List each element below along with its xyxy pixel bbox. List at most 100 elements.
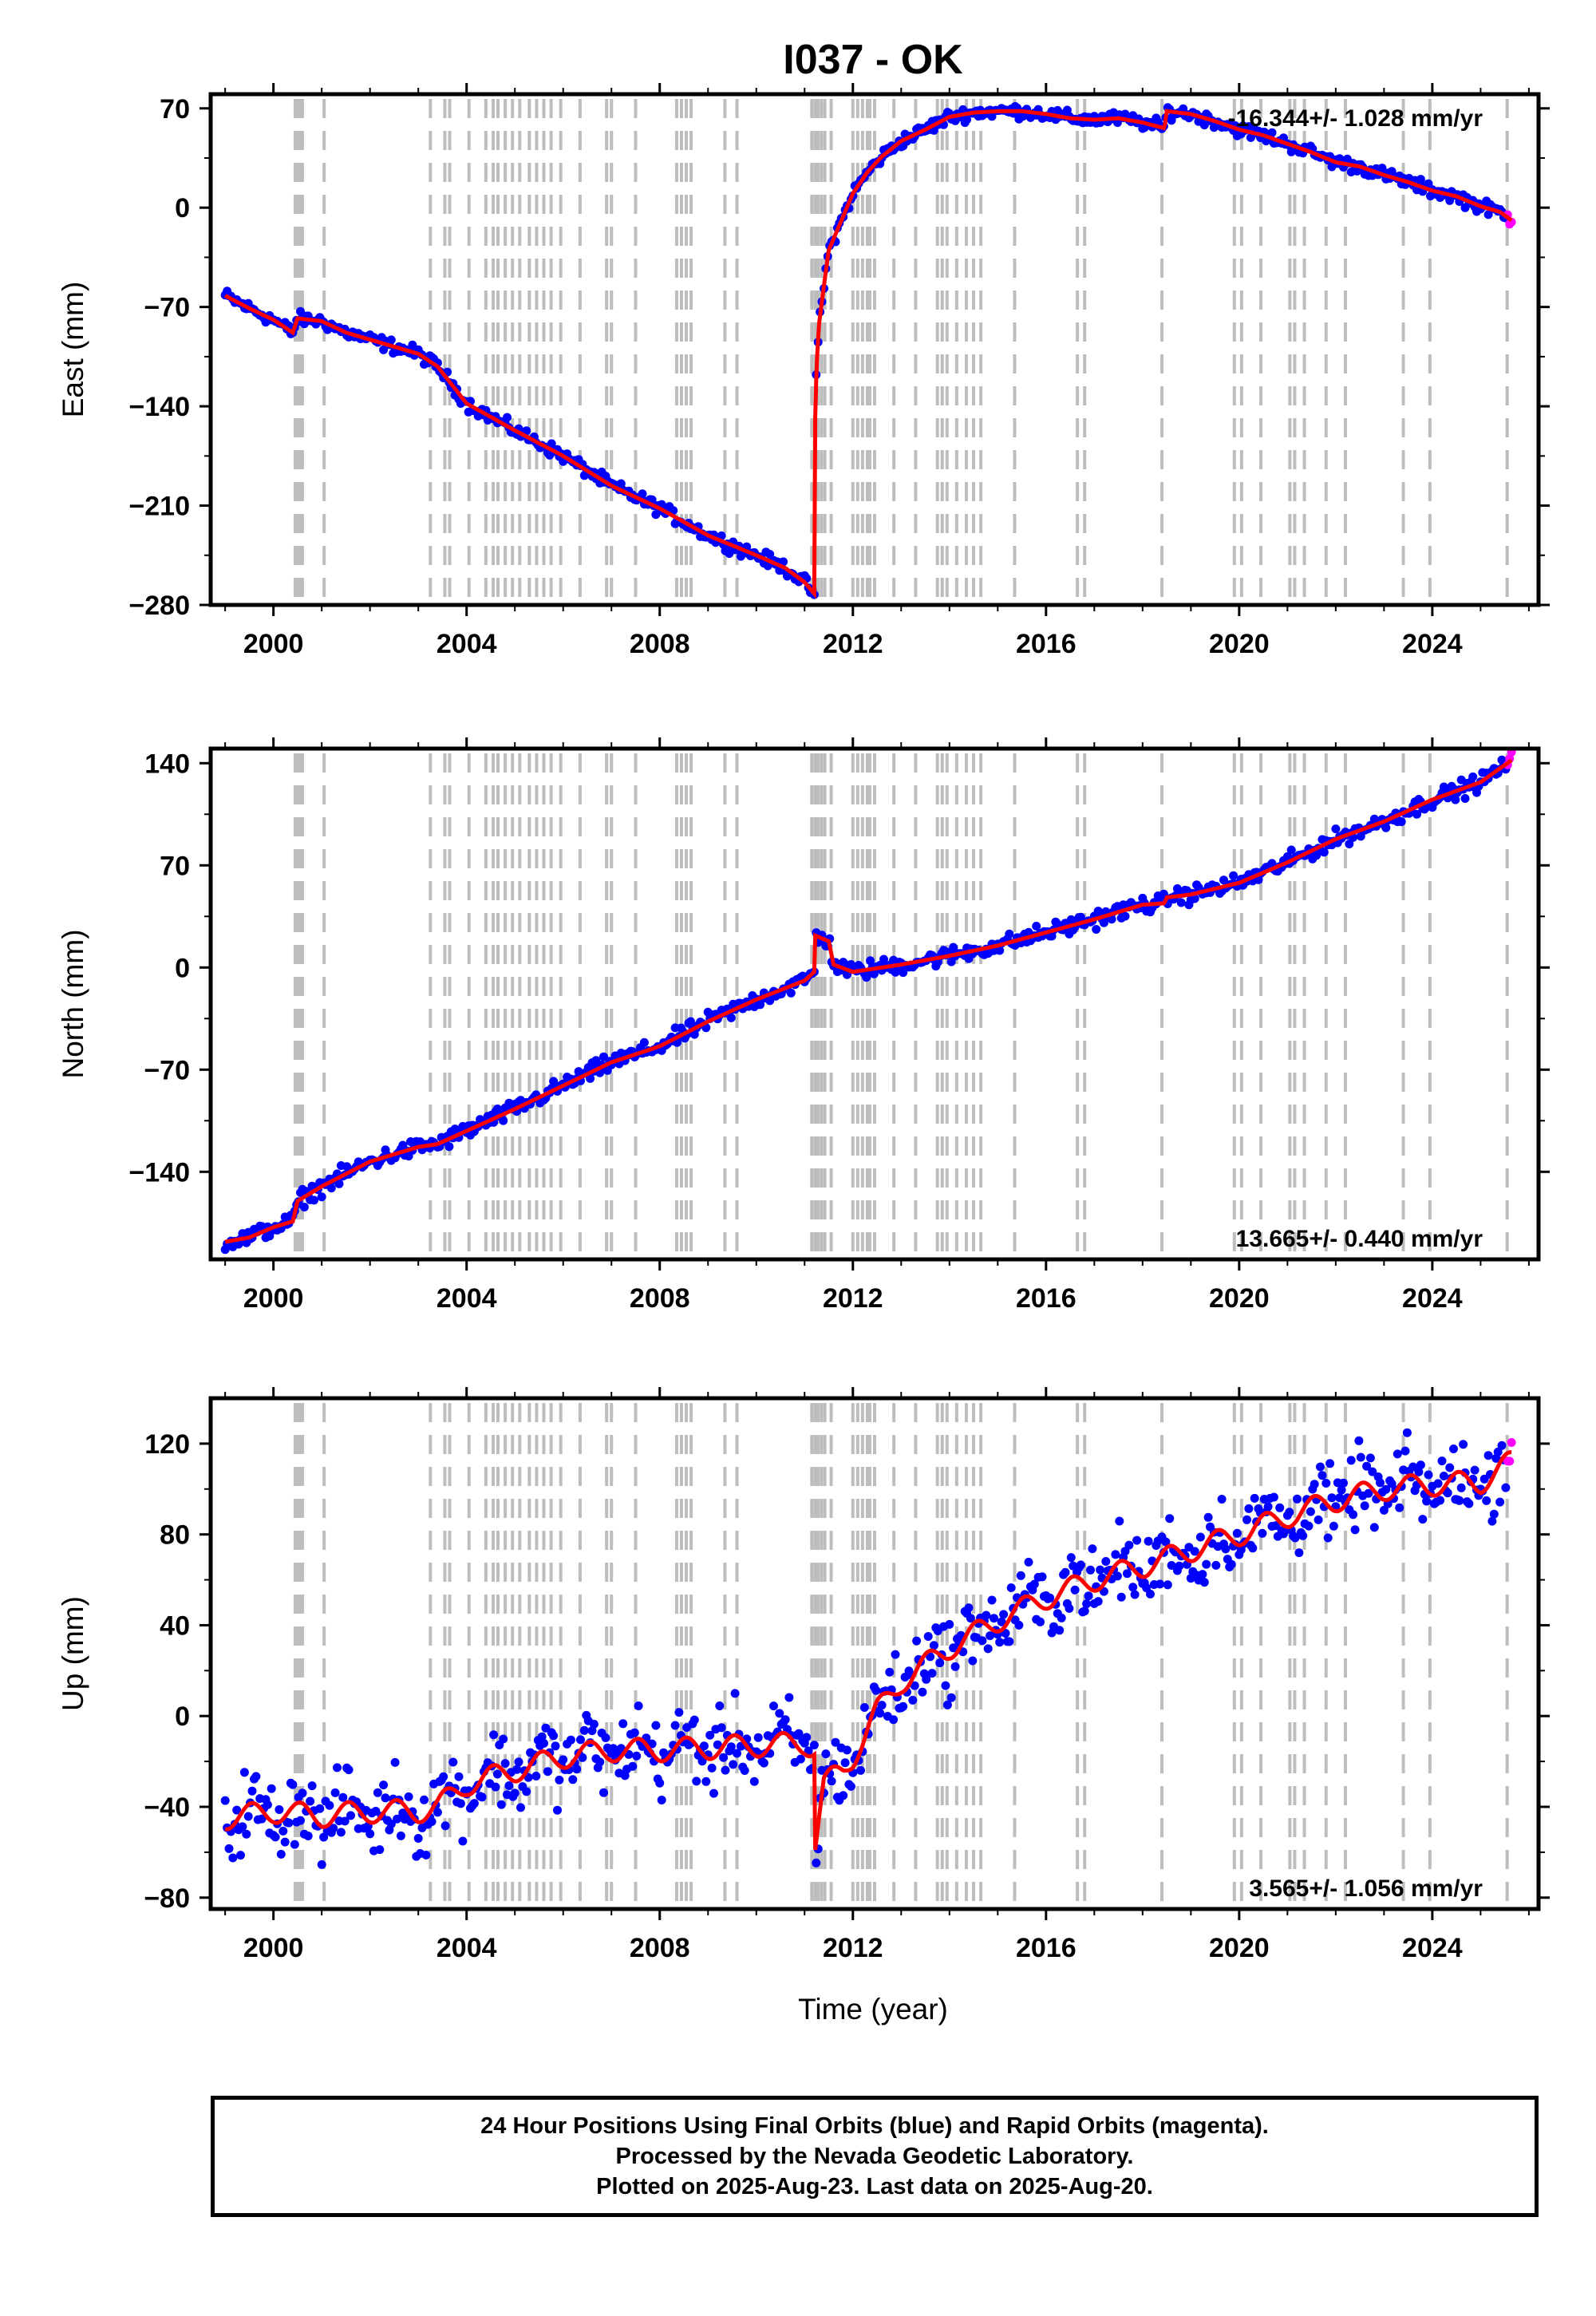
final-point xyxy=(1321,1479,1331,1488)
final-point xyxy=(1298,1531,1308,1540)
final-point xyxy=(317,1192,326,1202)
final-point xyxy=(595,1757,605,1767)
final-point xyxy=(1437,1456,1447,1466)
y-tick-label: 120 xyxy=(144,1429,190,1460)
final-point xyxy=(543,1767,552,1777)
final-point xyxy=(1470,1465,1479,1475)
event-lines xyxy=(293,753,1509,1255)
final-point xyxy=(1346,1456,1356,1465)
final-point xyxy=(559,1755,568,1765)
final-point xyxy=(247,1786,257,1796)
final-point xyxy=(1381,1484,1391,1494)
final-point xyxy=(236,1851,245,1860)
final-point xyxy=(871,1686,881,1695)
final-point xyxy=(586,1073,595,1083)
final-point xyxy=(1176,898,1186,907)
final-point xyxy=(547,439,556,449)
final-point xyxy=(1489,1509,1499,1519)
final-point xyxy=(448,1757,458,1767)
final-point xyxy=(794,1729,804,1738)
final-point xyxy=(749,1777,759,1786)
final-point xyxy=(1146,1589,1155,1599)
final-point xyxy=(941,1681,950,1690)
final-point xyxy=(1211,1560,1221,1570)
final-point xyxy=(1203,1512,1213,1522)
final-point xyxy=(1130,1590,1140,1599)
x-tick-label: 2000 xyxy=(243,1283,304,1314)
x-tick-label: 2000 xyxy=(243,1933,304,1963)
final-point xyxy=(1165,1514,1175,1524)
x-tick-label: 2016 xyxy=(1016,1933,1077,1963)
final-point xyxy=(576,1735,585,1745)
final-point xyxy=(553,1805,562,1815)
model-fit-line xyxy=(224,1450,1512,1851)
final-point xyxy=(1250,1493,1259,1503)
final-point xyxy=(1269,1492,1278,1502)
final-point xyxy=(496,1800,506,1809)
final-point xyxy=(444,1142,454,1152)
final-point xyxy=(1416,1460,1425,1470)
final-point xyxy=(1267,128,1277,137)
final-point xyxy=(1132,1535,1142,1545)
y-tick-label: 0 xyxy=(175,193,190,223)
final-point xyxy=(987,1595,997,1605)
final-point xyxy=(647,1739,657,1749)
final-point xyxy=(1082,1599,1092,1609)
final-point xyxy=(1199,1578,1209,1587)
final-point xyxy=(1006,1583,1016,1592)
final-point xyxy=(1005,1637,1014,1646)
final-point xyxy=(1232,1528,1242,1538)
final-point xyxy=(1286,845,1296,855)
final-point xyxy=(730,1689,740,1698)
final-point xyxy=(413,1834,423,1843)
final-point xyxy=(923,1632,933,1641)
data-points xyxy=(220,1428,1516,1869)
final-point xyxy=(298,1788,307,1798)
final-point xyxy=(1337,1485,1346,1495)
final-point xyxy=(705,1730,715,1740)
final-point xyxy=(539,1738,548,1748)
final-point xyxy=(995,1638,1005,1647)
final-point xyxy=(1356,1452,1365,1462)
final-point xyxy=(510,1788,519,1798)
final-point xyxy=(877,1701,887,1710)
final-point xyxy=(651,1721,661,1730)
final-point xyxy=(276,1849,286,1859)
final-point xyxy=(769,1701,778,1711)
final-point xyxy=(579,1725,589,1735)
final-point xyxy=(1045,1593,1055,1603)
final-point xyxy=(1029,1579,1039,1589)
final-point xyxy=(1364,1488,1373,1498)
final-point xyxy=(333,1763,342,1773)
final-point xyxy=(891,1650,900,1659)
final-point xyxy=(1354,1436,1364,1445)
final-point xyxy=(1221,1544,1231,1554)
final-point xyxy=(420,1795,429,1804)
final-point xyxy=(689,1715,699,1725)
final-point xyxy=(1362,1461,1372,1471)
final-point xyxy=(701,1777,711,1786)
final-point xyxy=(1314,1515,1323,1524)
final-point xyxy=(1163,1580,1172,1590)
final-point xyxy=(232,1805,242,1815)
final-point xyxy=(1483,1451,1493,1460)
final-point xyxy=(1497,1441,1507,1450)
final-point xyxy=(522,426,531,436)
final-point xyxy=(549,1731,559,1741)
final-point xyxy=(1464,1499,1474,1508)
y-tick-label: −40 xyxy=(144,1792,190,1823)
final-point xyxy=(1084,1591,1093,1601)
final-point xyxy=(707,1763,717,1773)
final-point xyxy=(1244,1504,1254,1513)
final-point xyxy=(1360,1501,1369,1511)
final-point xyxy=(1036,1617,1045,1626)
final-point xyxy=(942,1700,952,1709)
final-point xyxy=(1414,1467,1424,1476)
final-point xyxy=(1396,817,1406,827)
final-point xyxy=(1032,922,1041,931)
final-point xyxy=(918,1687,927,1697)
final-point xyxy=(1076,1560,1085,1570)
final-point xyxy=(889,1715,899,1725)
final-point xyxy=(899,1701,908,1711)
x-tick-label: 2024 xyxy=(1402,1933,1463,1963)
